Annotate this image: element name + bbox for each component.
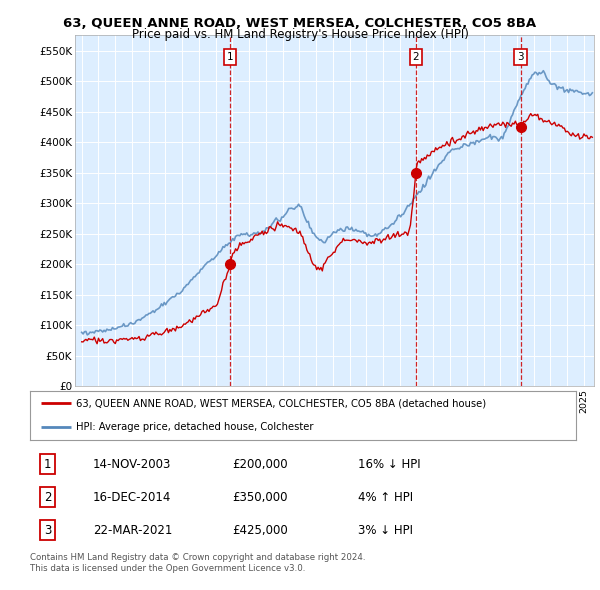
Text: 22-MAR-2021: 22-MAR-2021 — [93, 523, 172, 537]
Text: £350,000: £350,000 — [232, 490, 287, 504]
Text: 4% ↑ HPI: 4% ↑ HPI — [358, 490, 413, 504]
Text: 1: 1 — [227, 52, 233, 62]
Text: 1: 1 — [44, 457, 51, 471]
Text: 16-DEC-2014: 16-DEC-2014 — [93, 490, 171, 504]
Text: £425,000: £425,000 — [232, 523, 288, 537]
Text: 63, QUEEN ANNE ROAD, WEST MERSEA, COLCHESTER, CO5 8BA: 63, QUEEN ANNE ROAD, WEST MERSEA, COLCHE… — [64, 17, 536, 30]
Text: £200,000: £200,000 — [232, 457, 287, 471]
Text: 2: 2 — [44, 490, 51, 504]
Text: HPI: Average price, detached house, Colchester: HPI: Average price, detached house, Colc… — [76, 422, 314, 432]
Text: Contains HM Land Registry data © Crown copyright and database right 2024.
This d: Contains HM Land Registry data © Crown c… — [30, 553, 365, 573]
Text: 3: 3 — [517, 52, 524, 62]
Text: 63, QUEEN ANNE ROAD, WEST MERSEA, COLCHESTER, CO5 8BA (detached house): 63, QUEEN ANNE ROAD, WEST MERSEA, COLCHE… — [76, 398, 487, 408]
Text: 2: 2 — [413, 52, 419, 62]
Text: 3% ↓ HPI: 3% ↓ HPI — [358, 523, 413, 537]
Text: 14-NOV-2003: 14-NOV-2003 — [93, 457, 171, 471]
Text: 3: 3 — [44, 523, 51, 537]
Text: Price paid vs. HM Land Registry's House Price Index (HPI): Price paid vs. HM Land Registry's House … — [131, 28, 469, 41]
Text: 16% ↓ HPI: 16% ↓ HPI — [358, 457, 420, 471]
